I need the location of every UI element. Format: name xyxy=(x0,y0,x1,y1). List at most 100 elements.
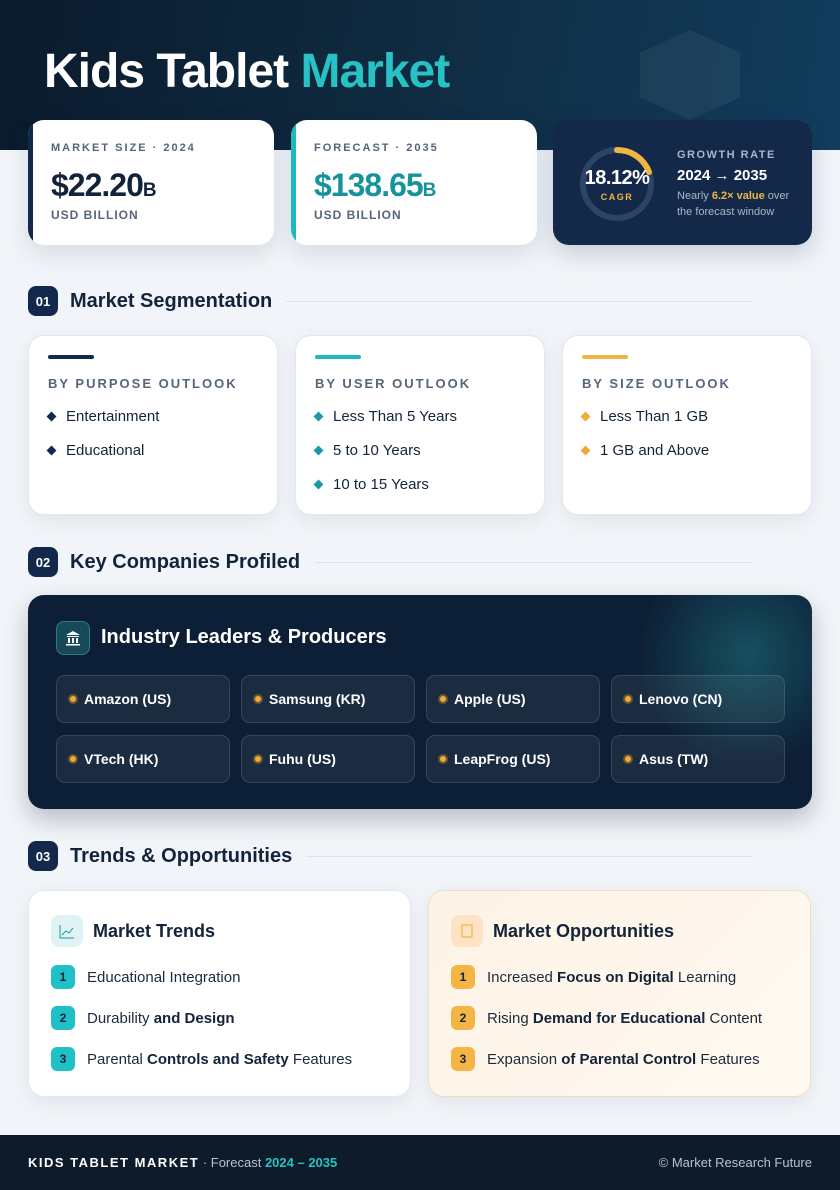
companies-panel: Industry Leaders & Producers Amazon (US) S… xyxy=(28,595,812,809)
page-title: Kids Tablet Market xyxy=(44,44,450,99)
item-number: 3 xyxy=(451,1047,475,1071)
stat-unit: USD BILLION xyxy=(314,208,402,222)
trend-item: 1 Increased Focus on Digital Learning xyxy=(451,965,736,989)
text-segment: Controls and Safety xyxy=(147,1050,289,1068)
stat-unit: USD BILLION xyxy=(51,208,139,222)
bullet xyxy=(46,445,57,456)
chip-dot xyxy=(438,754,448,764)
segment-card: BY SIZE OUTLOOK Less Than 1 GB 1 GB and Ab… xyxy=(562,335,812,515)
stat-card: FORECAST · 2035 $138.65B USD BILLION xyxy=(291,120,537,245)
item-number: 1 xyxy=(451,965,475,989)
section-number: 01 xyxy=(28,286,58,316)
chip-dot xyxy=(68,754,78,764)
cagr-ring xyxy=(580,146,654,221)
company-chip: Amazon (US) xyxy=(56,675,230,723)
bullet xyxy=(580,411,591,422)
segment-text: 10 to 15 Years xyxy=(333,476,429,493)
text-segment: Rising xyxy=(487,1009,533,1027)
card-title: Market Trends xyxy=(93,921,216,941)
section-rule xyxy=(314,561,752,563)
segment-text: Entertainment xyxy=(66,408,160,425)
accent-bar xyxy=(48,355,94,359)
stat-number: $138.65 xyxy=(314,167,424,203)
growth-range: 2024 → 2035 xyxy=(677,167,768,184)
section-heading: 01 Market Segmentation xyxy=(28,286,812,316)
growth-label: GROWTH RATE xyxy=(677,149,776,161)
item-text: Expansion of Parental Control Features xyxy=(487,1051,760,1068)
segment-card: BY PURPOSE OUTLOOK Entertainment Education… xyxy=(28,335,278,515)
trend-card: Market Trends 1 Educational Integration 2 Du… xyxy=(28,890,411,1097)
segment-title: BY SIZE OUTLOOK xyxy=(582,376,731,391)
growth-card: 18.12% CAGR GROWTH RATE 2024 → 2035 Near… xyxy=(553,120,812,245)
item-text: Parental Controls and Safety Features xyxy=(87,1051,352,1068)
text-segment: Nearly xyxy=(677,190,712,202)
segment-text: Educational xyxy=(66,442,145,459)
hex-decoration xyxy=(640,30,740,120)
company-chip: LeapFrog (US) xyxy=(426,735,600,783)
stat-number: $22.20 xyxy=(51,167,144,203)
card-title: Market Opportunities xyxy=(493,921,675,941)
segment-item: 1 GB and Above xyxy=(580,442,811,459)
trend-item: 3 Expansion of Parental Control Features xyxy=(451,1047,760,1071)
chip-dot xyxy=(68,694,78,704)
accent-bar xyxy=(315,355,361,359)
segment-text: 5 to 10 Years xyxy=(333,442,421,459)
bullet xyxy=(46,411,57,422)
company-name: Amazon (US) xyxy=(84,691,172,707)
company-name: Asus (TW) xyxy=(639,751,709,767)
company-chip: Fuhu (US) xyxy=(241,735,415,783)
section-title: Market Segmentation xyxy=(70,289,273,312)
segment-item: Less Than 5 Years xyxy=(313,408,544,425)
trend-item: 1 Educational Integration xyxy=(51,965,240,989)
text-segment: Increased xyxy=(487,968,558,986)
section-number: 03 xyxy=(28,841,58,871)
chip-dot xyxy=(253,754,263,764)
text-segment: over the forecast window xyxy=(677,190,793,218)
text-segment: and Design xyxy=(149,1009,235,1027)
item-number: 1 xyxy=(51,965,75,989)
chip-dot xyxy=(438,694,448,704)
stat-value: $22.20B xyxy=(51,167,274,204)
section-title: Trends & Opportunities xyxy=(70,844,293,867)
section-heading: 03 Trends & Opportunities xyxy=(28,841,812,871)
text-segment: of Parental Control xyxy=(561,1050,697,1068)
footer: KIDS TABLET MARKET · Forecast 2024 – 203… xyxy=(0,1135,840,1190)
segment-item: Entertainment xyxy=(46,408,277,425)
item-text: Increased Focus on Digital Learning xyxy=(487,969,736,986)
text-segment: 6.2× value xyxy=(711,190,765,202)
accent-bar xyxy=(582,355,628,359)
card-icon xyxy=(451,915,483,947)
company-name: Lenovo (CN) xyxy=(639,691,723,707)
growth-note: Nearly 6.2× value over the forecast wind… xyxy=(677,188,801,220)
bullet xyxy=(580,445,591,456)
cagr-value: 18.12% xyxy=(584,167,650,189)
section-rule xyxy=(286,300,752,302)
section-heading: 02 Key Companies Profiled xyxy=(28,547,812,577)
footer-left: KIDS TABLET MARKET · Forecast 2024 – 203… xyxy=(28,1155,337,1170)
company-chip: Lenovo (CN) xyxy=(611,675,785,723)
trend-item: 3 Parental Controls and Safety Features xyxy=(51,1047,352,1071)
company-chip: VTech (HK) xyxy=(56,735,230,783)
text-segment: Expansion xyxy=(487,1050,562,1068)
stat-label: MARKET SIZE · 2024 xyxy=(51,142,196,154)
segment-text: Less Than 5 Years xyxy=(333,408,457,425)
segment-item: Educational xyxy=(46,442,277,459)
footer-years: 2024 – 2035 xyxy=(264,1155,338,1170)
cagr-caption: CAGR xyxy=(600,192,634,202)
company-name: Fuhu (US) xyxy=(269,751,336,767)
footer-brand: KIDS TABLET MARKET xyxy=(28,1155,200,1170)
bullet xyxy=(313,479,324,490)
company-name: VTech (HK) xyxy=(84,751,159,767)
text-segment: Features xyxy=(288,1050,353,1068)
section-title: Key Companies Profiled xyxy=(70,550,301,573)
segment-title: BY USER OUTLOOK xyxy=(315,376,472,391)
panel-icon xyxy=(56,621,90,655)
text-segment: Parental xyxy=(87,1050,148,1068)
text-segment: Durability xyxy=(87,1009,150,1027)
card-icon xyxy=(51,915,83,947)
item-text: Educational Integration xyxy=(87,969,240,986)
trend-item: 2 Durability and Design xyxy=(51,1006,235,1030)
item-number: 2 xyxy=(451,1006,475,1030)
company-chip: Apple (US) xyxy=(426,675,600,723)
